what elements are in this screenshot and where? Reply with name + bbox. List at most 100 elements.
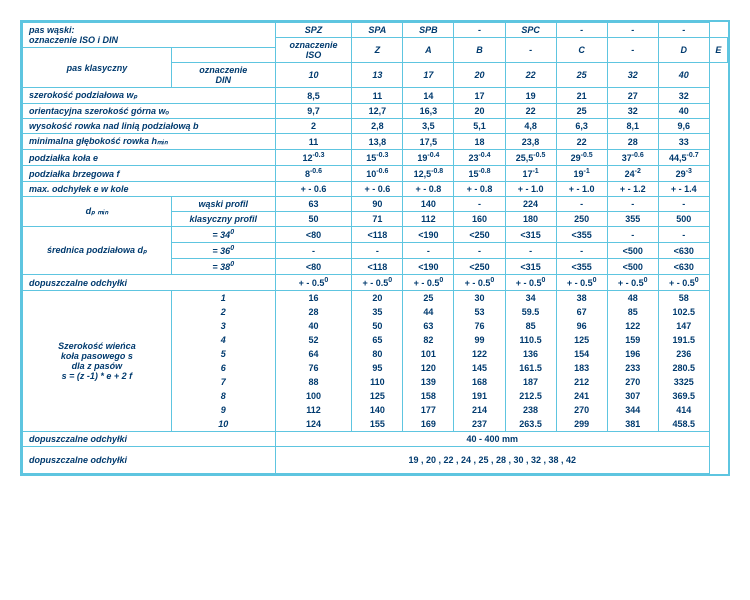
b-label: wysokość rowka nad linią podziałową b: [23, 119, 276, 134]
row-deviations2: dopuszczalne odchyłki 40 - 400 mm: [23, 432, 728, 447]
dev2-val: 40 - 400 mm: [275, 432, 709, 447]
e-label: podziałka koła e: [23, 150, 276, 166]
f-label: podziałka brzegowa f: [23, 166, 276, 182]
iso-dash: -: [505, 38, 556, 63]
rim-cell: 80: [352, 347, 403, 361]
din-20: 20: [454, 63, 505, 88]
rim-cell: 64: [275, 347, 352, 361]
iso-c: C: [556, 38, 607, 63]
rim-cell: 95: [352, 361, 403, 375]
hmin-label: minimalna głębokość rowka hₘᵢₙ: [23, 134, 276, 150]
rim-cell: 30: [454, 291, 505, 306]
rim-cell: 59.5: [505, 305, 556, 319]
rim-cell: 44: [403, 305, 454, 319]
rim-cell: 168: [454, 375, 505, 389]
rim-cell: 154: [556, 347, 607, 361]
rim-cell: 40: [275, 319, 352, 333]
rim-cell: 214: [454, 403, 505, 417]
rim-cell: 139: [403, 375, 454, 389]
dev3-label: dopuszczalne odchyłki: [23, 447, 276, 474]
rim-cell: 67: [556, 305, 607, 319]
diameter-label: średnica podziałowa dₚ: [23, 227, 172, 275]
rim-number: 8: [171, 389, 275, 403]
rim-cell: 263.5: [505, 417, 556, 432]
rim-cell: 177: [403, 403, 454, 417]
rim-cell: 299: [556, 417, 607, 432]
rim-cell: 158: [403, 389, 454, 403]
rim-cell: 101: [403, 347, 454, 361]
rim-cell: 196: [607, 347, 658, 361]
diam-36-label: = 360: [171, 243, 275, 259]
rim-cell: 155: [352, 417, 403, 432]
rim-cell: 161.5: [505, 361, 556, 375]
rim-cell: 212: [556, 375, 607, 389]
rim-cell: 237: [454, 417, 505, 432]
din-40: 40: [658, 63, 709, 88]
row-diam-34: średnica podziałowa dₚ = 340 <80 <118 <1…: [23, 227, 728, 243]
dpmin-label: dₚ ₘᵢₙ: [23, 197, 172, 227]
rim-number: 9: [171, 403, 275, 417]
rim-cell: 82: [403, 333, 454, 347]
col-dash4: -: [658, 23, 709, 38]
din-13: 13: [352, 63, 403, 88]
rim-cell: 183: [556, 361, 607, 375]
rim-cell: 110.5: [505, 333, 556, 347]
rim-cell: 52: [275, 333, 352, 347]
rim-cell: 63: [403, 319, 454, 333]
rim-cell: 16: [275, 291, 352, 306]
rim-cell: 112: [275, 403, 352, 417]
dpmin-classic-label: klasyczny profil: [171, 212, 275, 227]
rim-number: 5: [171, 347, 275, 361]
rim-cell: 140: [352, 403, 403, 417]
rim-cell: 58: [658, 291, 709, 306]
iso-a: A: [403, 38, 454, 63]
rim-cell: 270: [556, 403, 607, 417]
rim-number: 4: [171, 333, 275, 347]
iso-d: D: [658, 38, 709, 63]
row-deviations3: dopuszczalne odchyłki 19 , 20 , 22 , 24 …: [23, 447, 728, 474]
rim-cell: 125: [352, 389, 403, 403]
rim-number: 6: [171, 361, 275, 375]
rim-cell: 307: [607, 389, 658, 403]
rim-cell: 169: [403, 417, 454, 432]
rim-cell: 38: [556, 291, 607, 306]
row-f: podziałka brzegowa f 8-0.6 10-0.6 12,5-0…: [23, 166, 728, 182]
rim-cell: 241: [556, 389, 607, 403]
rim-cell: 147: [658, 319, 709, 333]
row-maxodch: max. odchyłek e w kole + - 0.6 + - 0.6 +…: [23, 182, 728, 197]
row-deviations1: dopuszczalne odchyłki + - 0.50 + - 0.50 …: [23, 275, 728, 291]
rim-cell: 34: [505, 291, 556, 306]
col-spb: SPB: [403, 23, 454, 38]
dpmin-narrow-label: wąski profil: [171, 197, 275, 212]
col-dash3: -: [607, 23, 658, 38]
rim-cell: 88: [275, 375, 352, 389]
iso-e: E: [709, 38, 727, 63]
rim-cell: 96: [556, 319, 607, 333]
rim-cell: 414: [658, 403, 709, 417]
rim-number: 2: [171, 305, 275, 319]
rim-cell: 25: [403, 291, 454, 306]
din-32: 32: [607, 63, 658, 88]
rim-number: 7: [171, 375, 275, 389]
din-17: 17: [403, 63, 454, 88]
row-e: podziałka koła e 12-0.3 15-0.3 19-0.4 23…: [23, 150, 728, 166]
din-10: 10: [275, 63, 352, 88]
din-22: 22: [505, 63, 556, 88]
diam-34-label: = 340: [171, 227, 275, 243]
row-dpmin-narrow: dₚ ₘᵢₙ wąski profil 63 90 140 - 224 - - …: [23, 197, 728, 212]
rim-cell: 3325: [658, 375, 709, 389]
rim-cell: 76: [454, 319, 505, 333]
wp-label: szerokość podziałowa wₚ: [23, 88, 276, 104]
iso-label: oznaczenieISO: [275, 38, 352, 63]
row-wo: orientacyjna szerokość górna wₒ 9,7 12,7…: [23, 104, 728, 119]
rim-cell: 191.5: [658, 333, 709, 347]
rim-cell: 110: [352, 375, 403, 389]
col-spc: SPC: [505, 23, 556, 38]
rim-cell: 159: [607, 333, 658, 347]
rim-cell: 233: [607, 361, 658, 375]
rim-cell: 20: [352, 291, 403, 306]
rim-cell: 122: [454, 347, 505, 361]
rim-cell: 212.5: [505, 389, 556, 403]
rim-cell: 458.5: [658, 417, 709, 432]
row-b: wysokość rowka nad linią podziałową b 2 …: [23, 119, 728, 134]
